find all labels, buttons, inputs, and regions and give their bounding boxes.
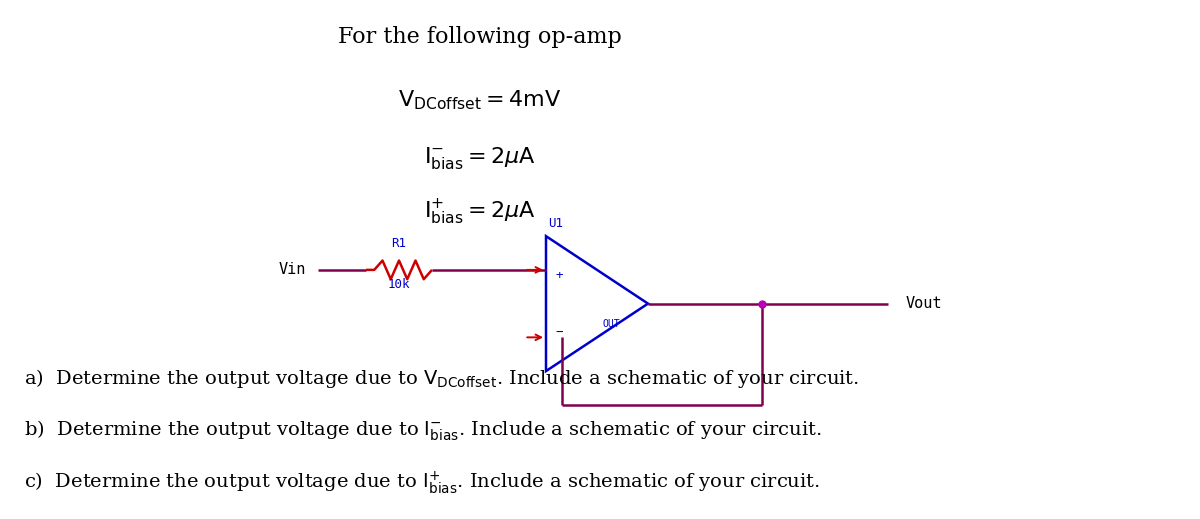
Text: b)  Determine the output voltage due to $\mathrm{I}^{-}_{\mathrm{bias}}$. Includ: b) Determine the output voltage due to $… [24, 418, 822, 443]
Text: −: − [556, 325, 563, 339]
Text: OUT: OUT [602, 319, 619, 329]
Text: Vin: Vin [278, 263, 306, 277]
Text: R1: R1 [391, 237, 407, 250]
Text: U1: U1 [548, 217, 564, 230]
Text: $\mathrm{I}^{-}_{\mathrm{bias}} = 2\mu\mathrm{A}$: $\mathrm{I}^{-}_{\mathrm{bias}} = 2\mu\m… [424, 145, 536, 171]
Text: For the following op-amp: For the following op-amp [338, 26, 622, 48]
Text: a)  Determine the output voltage due to $\mathrm{V}_{\mathrm{DCoffset}}$. Includ: a) Determine the output voltage due to $… [24, 367, 859, 390]
Text: +: + [556, 268, 563, 282]
Text: $\mathrm{V}_{\mathrm{DCoffset}} = 4\mathrm{mV}$: $\mathrm{V}_{\mathrm{DCoffset}} = 4\math… [398, 88, 562, 112]
Text: $\mathrm{I}^{+}_{\mathrm{bias}} = 2\mu\mathrm{A}$: $\mathrm{I}^{+}_{\mathrm{bias}} = 2\mu\m… [424, 197, 536, 226]
Text: c)  Determine the output voltage due to $\mathrm{I}^{+}_{\mathrm{bias}}$. Includ: c) Determine the output voltage due to $… [24, 469, 820, 496]
Text: Vout: Vout [906, 296, 942, 311]
Text: 10k: 10k [388, 278, 410, 291]
